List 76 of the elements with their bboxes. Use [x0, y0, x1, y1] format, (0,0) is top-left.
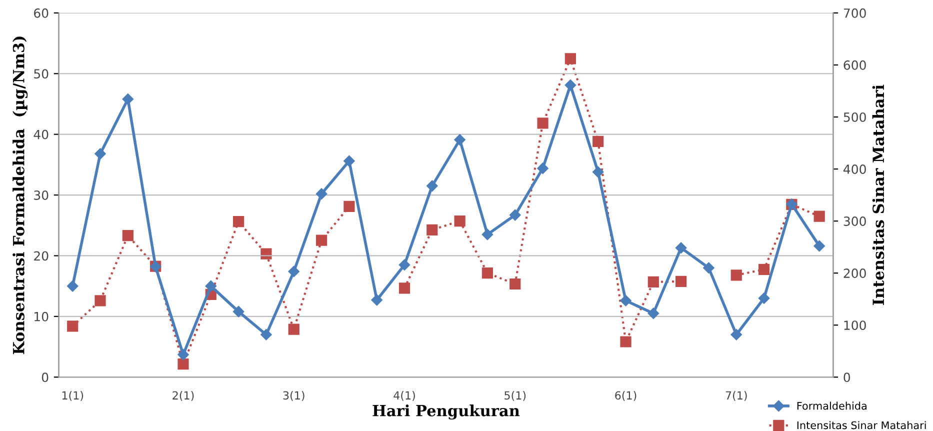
- point: [205, 280, 216, 292]
- point: [398, 259, 410, 270]
- legend-label: Formaldehida: [797, 402, 866, 410]
- point: [703, 262, 714, 274]
- point: [94, 148, 106, 160]
- point: [316, 188, 328, 200]
- y2-tick-label: 600: [844, 60, 866, 70]
- point: [814, 210, 825, 222]
- point: [67, 320, 78, 332]
- y2-tick-label: 300: [844, 216, 866, 226]
- y2-tick-label: 400: [844, 164, 866, 174]
- point: [564, 80, 576, 91]
- x-tick-label: 7(1): [726, 391, 747, 401]
- point: [564, 53, 576, 64]
- point: [122, 230, 134, 242]
- y-tick-label: 10: [34, 312, 48, 322]
- point: [371, 294, 382, 306]
- point: [344, 155, 355, 167]
- point: [620, 295, 632, 306]
- point: [482, 228, 494, 240]
- point: [730, 270, 742, 281]
- x-tick-label: 4(1): [394, 391, 415, 401]
- x-tick-label: 6(1): [615, 391, 636, 401]
- point: [426, 180, 438, 192]
- point: [260, 248, 272, 260]
- x-axis-title: Hari Pengukuran: [372, 404, 520, 420]
- x-tick-label: 5(1): [504, 391, 526, 401]
- point: [592, 166, 604, 178]
- point: [344, 200, 355, 212]
- point: [537, 118, 548, 129]
- y-tick-label: 30: [34, 190, 48, 200]
- point: [316, 234, 328, 246]
- legend-label: Intensitas Sinar Matahari: [797, 421, 926, 430]
- point: [676, 276, 687, 287]
- point: [510, 209, 521, 221]
- point: [122, 94, 134, 105]
- y-tick-label: 60: [34, 8, 48, 18]
- point: [288, 266, 300, 278]
- point: [675, 242, 687, 254]
- y2-tick-label: 0: [844, 372, 850, 382]
- x-tick-label: 2(1): [172, 391, 194, 401]
- point: [648, 308, 660, 319]
- point: [288, 324, 300, 335]
- point: [232, 216, 244, 228]
- y-tick-label: 50: [34, 69, 48, 79]
- point: [260, 329, 272, 340]
- point: [426, 224, 438, 236]
- point: [454, 215, 466, 227]
- y-tick-label: 20: [34, 251, 48, 261]
- point: [454, 134, 466, 146]
- point: [67, 280, 78, 292]
- y2-tick-label: 200: [844, 268, 866, 278]
- point: [620, 336, 632, 348]
- y2-tick-label: 100: [844, 320, 866, 330]
- point: [232, 306, 244, 318]
- y-tick-label: 0: [42, 372, 48, 382]
- point: [814, 240, 825, 252]
- y-tick-label: 40: [34, 130, 48, 140]
- y2-tick-label: 500: [844, 112, 866, 122]
- point: [758, 292, 770, 304]
- x-tick-label: 1(1): [62, 391, 84, 401]
- y2-axis-title: Intensitas Sinar Matahari: [872, 84, 884, 305]
- x-tick-label: 3(1): [283, 391, 304, 401]
- point: [537, 162, 548, 174]
- point: [730, 329, 742, 340]
- point: [178, 349, 189, 360]
- point: [398, 282, 410, 294]
- point: [510, 278, 521, 290]
- point: [648, 276, 659, 288]
- y-axis-title: Konsentrasi Formaldehida (µg/Nm3): [12, 36, 28, 354]
- y2-tick-label: 700: [844, 8, 866, 18]
- point: [592, 136, 604, 147]
- point: [482, 268, 494, 279]
- point: [178, 358, 189, 370]
- point: [94, 295, 106, 306]
- point: [758, 264, 770, 275]
